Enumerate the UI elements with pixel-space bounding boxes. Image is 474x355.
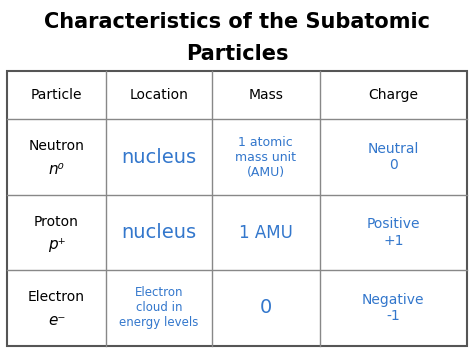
Text: 1 AMU: 1 AMU (239, 224, 292, 241)
Text: Particles: Particles (186, 44, 288, 64)
Text: Negative
-1: Negative -1 (362, 293, 425, 323)
Text: Mass: Mass (248, 88, 283, 102)
Text: e⁻: e⁻ (48, 313, 65, 328)
Text: nucleus: nucleus (121, 223, 196, 242)
Text: nucleus: nucleus (121, 148, 196, 166)
Text: 1 atomic
mass unit
(AMU): 1 atomic mass unit (AMU) (235, 136, 296, 179)
Text: Particle: Particle (31, 88, 82, 102)
Text: Location: Location (129, 88, 188, 102)
Text: Characteristics of the Subatomic: Characteristics of the Subatomic (44, 12, 430, 32)
Text: n⁰: n⁰ (49, 162, 64, 177)
Text: Proton: Proton (34, 215, 79, 229)
Text: p⁺: p⁺ (48, 237, 65, 252)
Text: Neutron: Neutron (28, 140, 84, 153)
Text: 0: 0 (260, 299, 272, 317)
Text: Electron
cloud in
energy levels: Electron cloud in energy levels (119, 286, 199, 329)
Bar (7, 71, 467, 346)
Text: Charge: Charge (368, 88, 419, 102)
Text: Electron: Electron (28, 290, 85, 304)
Text: Neutral
0: Neutral 0 (368, 142, 419, 172)
Text: Positive
+1: Positive +1 (366, 217, 420, 248)
